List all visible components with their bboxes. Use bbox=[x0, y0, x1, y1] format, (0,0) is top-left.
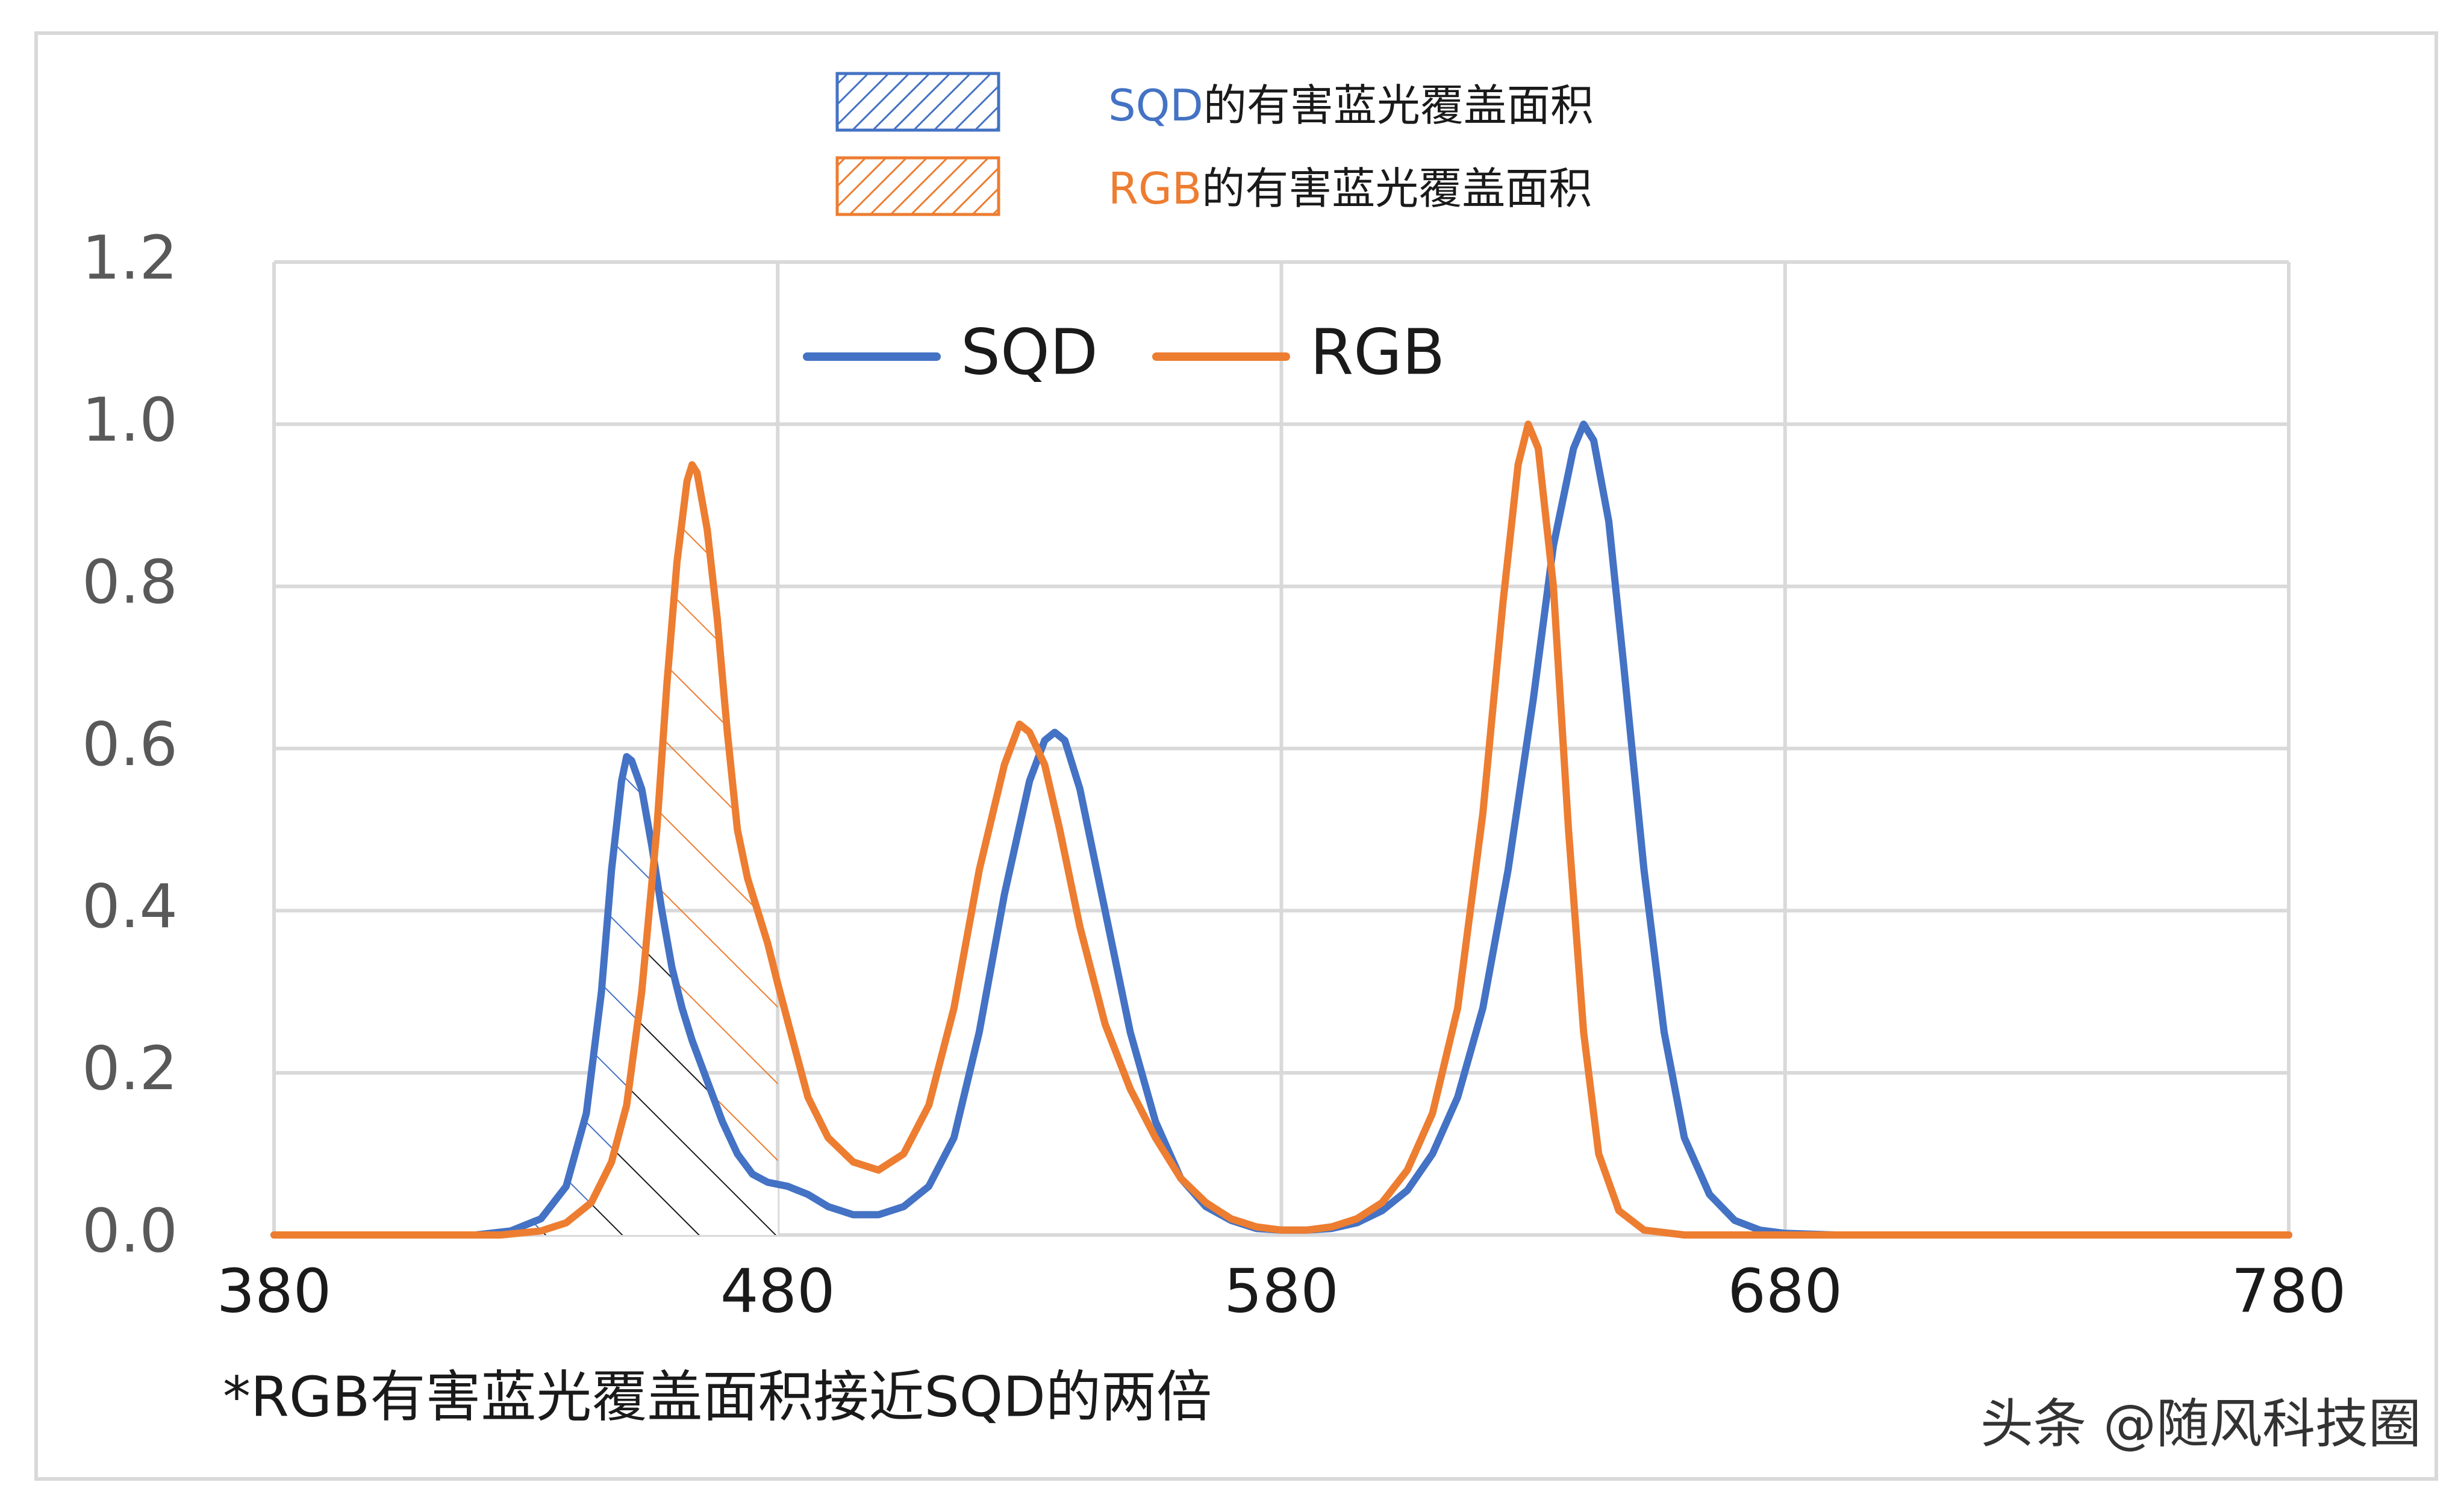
legend-label-sqd: SQD bbox=[961, 315, 1098, 389]
hatch-legend: SQD的有害蓝光覆盖面积 RGB的有害蓝光覆盖面积 bbox=[835, 72, 1594, 216]
series-line-rgb bbox=[270, 420, 2292, 1239]
x-tick-label: 480 bbox=[720, 1255, 835, 1326]
x-tick-label: 580 bbox=[1224, 1255, 1339, 1326]
watermark: 头条 @随风科技圈 bbox=[1980, 1393, 2421, 1455]
x-tick-label: 680 bbox=[1727, 1255, 1842, 1326]
hatch-legend-prefix-sqd: SQD bbox=[1108, 80, 1203, 131]
hatch-legend-suffix-sqd: 的有害蓝光覆盖面积 bbox=[1203, 80, 1594, 131]
y-tick-label: 1.0 bbox=[82, 385, 178, 455]
hatch-legend-label-sqd: SQD的有害蓝光覆盖面积 bbox=[1108, 80, 1594, 131]
y-tick-label: 0.2 bbox=[82, 1033, 178, 1104]
hatch-legend-swatch-rgb bbox=[835, 156, 1000, 216]
series-line-sqd bbox=[270, 420, 2292, 1239]
tick-labels: 0.0 0.2 0.4 0.6 0.8 1.0 1.2 380 480 580 680 780 bbox=[82, 222, 2346, 1326]
hatch-legend-swatch-sqd bbox=[835, 72, 1000, 132]
series-lines bbox=[270, 420, 2292, 1239]
x-tick-label: 380 bbox=[217, 1255, 332, 1326]
y-tick-label: 0.6 bbox=[82, 709, 178, 780]
line-legend: SQD RGB bbox=[803, 315, 1445, 389]
y-tick-label: 0.0 bbox=[82, 1195, 178, 1266]
hatch-legend-suffix-rgb: 的有害蓝光覆盖面积 bbox=[1202, 163, 1592, 214]
hatch-legend-label-rgb: RGB的有害蓝光覆盖面积 bbox=[1108, 163, 1592, 214]
x-tick-label: 780 bbox=[2232, 1255, 2347, 1326]
y-tick-label: 0.4 bbox=[82, 871, 178, 942]
hatch-area-rgb bbox=[526, 464, 778, 1235]
y-tick-label: 1.2 bbox=[82, 222, 178, 293]
hatch-legend-prefix-rgb: RGB bbox=[1108, 163, 1202, 214]
y-tick-label: 0.8 bbox=[82, 547, 178, 617]
legend-label-rgb: RGB bbox=[1310, 315, 1445, 389]
hatch-area-overlap bbox=[526, 861, 778, 1235]
footnote: *RGB有害蓝光覆盖面积接近SQD的两倍 bbox=[223, 1364, 1212, 1429]
